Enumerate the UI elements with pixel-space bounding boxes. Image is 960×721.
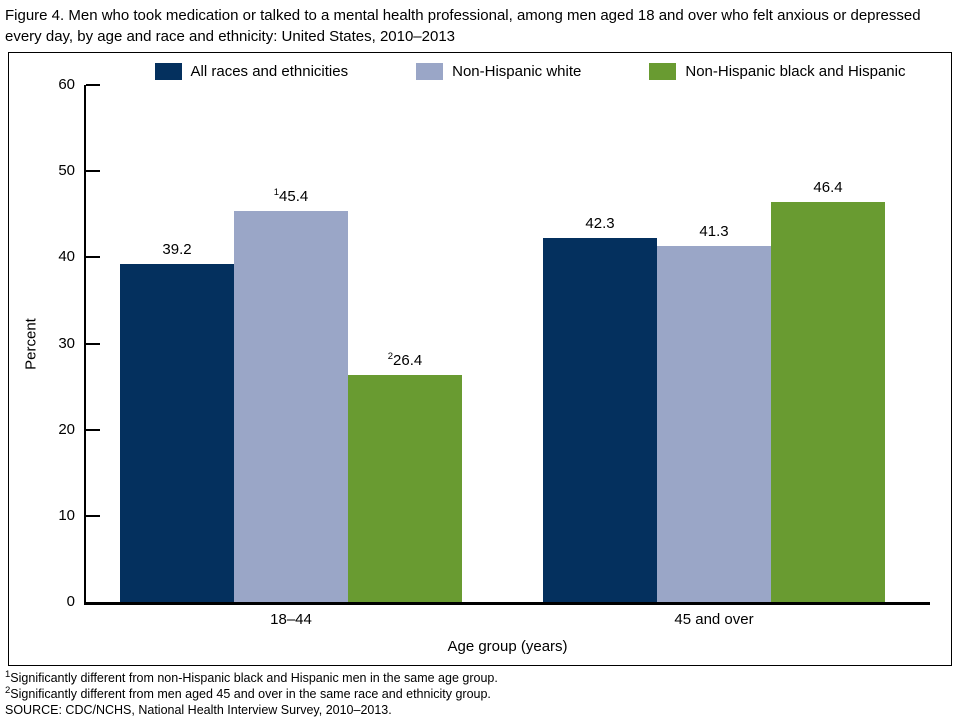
category-label-18–44: 18–44 [270, 611, 312, 628]
footnote-2: 2Significantly different from men aged 4… [5, 686, 955, 702]
bar-18–44-Non-Hispanic black and Hispanic [348, 375, 462, 602]
y-tick-20 [86, 429, 100, 431]
footnote-1-marker: 1 [5, 668, 11, 680]
bar-18–44-All races and ethnicities [120, 264, 234, 602]
bar-value-text: 42.3 [585, 215, 615, 232]
x-axis-line [84, 602, 930, 605]
legend-swatch-nh-white [416, 63, 444, 80]
bar-45 and over-Non-Hispanic black and Hispanic [771, 202, 885, 602]
footnote-source-text: SOURCE: CDC/NCHS, National Health Interv… [5, 703, 392, 717]
significance-marker-2: 2 [387, 351, 394, 362]
bar-value-text: 46.4 [813, 179, 843, 196]
legend-item-nh-white: Non-Hispanic white [416, 63, 581, 80]
bar-45 and over-All races and ethnicities [543, 238, 657, 602]
bar-value-label-18–44-Non-Hispanic black and Hispanic: 226.4 [328, 351, 482, 371]
bar-value-label-45 and over-Non-Hispanic white: 41.3 [637, 222, 791, 242]
bar-value-label-18–44-All races and ethnicities: 39.2 [100, 240, 254, 260]
footnote-2-marker: 2 [5, 684, 11, 696]
bar-value-label-45 and over-All races and ethnicities: 42.3 [523, 214, 677, 234]
bar-18–44-Non-Hispanic white [234, 211, 348, 602]
footnotes: 1Significantly different from non-Hispan… [5, 670, 955, 718]
x-axis-title: Age group (years) [447, 638, 568, 655]
footnote-source: SOURCE: CDC/NCHS, National Health Interv… [5, 702, 955, 718]
chart-frame: All races and ethnicities Non-Hispanic w… [8, 52, 952, 666]
bar-value-text: 41.3 [699, 223, 729, 240]
legend-label-all-races: All races and ethnicities [190, 63, 349, 80]
footnote-1: 1Significantly different from non-Hispan… [5, 670, 955, 686]
legend-label-nh-white: Non-Hispanic white [452, 63, 582, 80]
y-tick-label-60: 60 [58, 76, 75, 93]
bar-value-text: 39.2 [162, 241, 192, 258]
y-axis-title: Percent [22, 317, 40, 370]
y-tick-label-20: 20 [58, 421, 75, 438]
significance-marker-1: 1 [273, 187, 280, 198]
y-tick-label-10: 10 [58, 507, 75, 524]
bar-45 and over-Non-Hispanic white [657, 246, 771, 602]
legend-label-nh-black-hispanic: Non-Hispanic black and Hispanic [685, 63, 906, 80]
legend-item-all-races: All races and ethnicities [154, 63, 349, 80]
figure-title: Figure 4. Men who took medication or tal… [5, 7, 921, 45]
y-tick-label-40: 40 [58, 248, 75, 265]
y-axis-line [84, 85, 86, 605]
y-tick-label-30: 30 [58, 335, 75, 352]
footnote-2-text: Significantly different from men aged 45… [10, 687, 491, 701]
legend: All races and ethnicities Non-Hispanic w… [9, 63, 951, 80]
y-tick-60 [86, 84, 100, 86]
bar-value-text: 45.4 [279, 188, 309, 205]
y-tick-40 [86, 256, 100, 258]
legend-item-nh-black-hispanic: Non-Hispanic black and Hispanic [649, 63, 905, 80]
y-tick-10 [86, 515, 100, 517]
legend-swatch-nh-black-hispanic [649, 63, 677, 80]
y-tick-30 [86, 343, 100, 345]
bar-value-label-45 and over-Non-Hispanic black and Hispanic: 46.4 [751, 178, 905, 198]
category-label-45 and over: 45 and over [674, 611, 754, 628]
y-tick-50 [86, 170, 100, 172]
y-tick-label-0: 0 [66, 593, 75, 610]
footnote-1-text: Significantly different from non-Hispani… [10, 671, 498, 685]
bar-value-label-18–44-Non-Hispanic white: 145.4 [214, 187, 368, 207]
legend-swatch-all-races [154, 63, 182, 80]
plot-area: 0 10 20 30 40 50 60 39.2 145.4 226.4 18–44 42.3 41.3… [9, 53, 951, 665]
y-tick-label-50: 50 [58, 162, 75, 179]
bar-value-text: 26.4 [393, 352, 423, 369]
